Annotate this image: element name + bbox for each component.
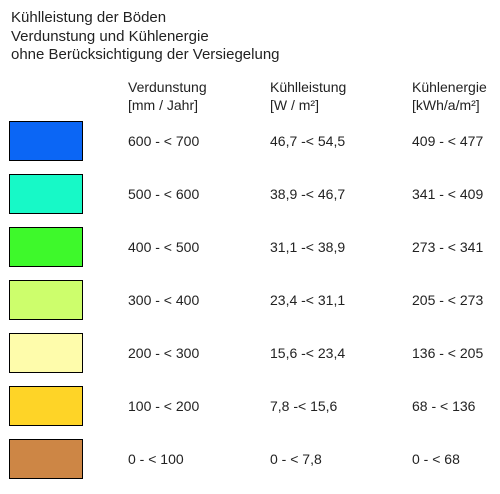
kuehlenergie-value: 68 - < 136: [412, 398, 476, 414]
column-header-kuehlleistung: Kühlleistung [W / m²]: [270, 78, 346, 114]
kuehlleistung-value: 31,1 -< 38,9: [270, 239, 346, 255]
legend-row-2: 500 - < 600 38,9 -< 46,7 341 - < 409: [0, 174, 500, 214]
column-header-kuehlenergie: Kühlenergie [kWh/a/m²]: [412, 78, 487, 114]
legend-row-3: 400 - < 500 31,1 -< 38,9 273 - < 341: [0, 227, 500, 267]
legend-row-6: 100 - < 200 7,8 -< 15,6 68 - < 136: [0, 386, 500, 426]
kuehlenergie-value: 136 - < 205: [412, 345, 484, 361]
verdunstung-value: 200 - < 300: [128, 345, 200, 361]
verdunstung-value: 400 - < 500: [128, 239, 200, 255]
legend-row-5: 200 - < 300 15,6 -< 23,4 136 - < 205: [0, 333, 500, 373]
verdunstung-value: 300 - < 400: [128, 292, 200, 308]
column-unit: [kWh/a/m²]: [412, 97, 480, 113]
kuehlenergie-value: 205 - < 273: [412, 292, 484, 308]
verdunstung-value: 0 - < 100: [128, 451, 184, 467]
title-line-1: Kühlleistung der Böden: [11, 9, 167, 26]
kuehlenergie-value: 273 - < 341: [412, 239, 484, 255]
color-swatch: [9, 386, 83, 426]
kuehlenergie-value: 409 - < 477: [412, 133, 484, 149]
kuehlleistung-value: 15,6 -< 23,4: [270, 345, 346, 361]
legend-row-1: 600 - < 700 46,7 -< 54,5 409 - < 477: [0, 121, 500, 161]
verdunstung-value: 100 - < 200: [128, 398, 200, 414]
legend-title: Kühlleistung der Böden Verdunstung und K…: [11, 9, 280, 65]
column-unit: [W / m²]: [270, 97, 319, 113]
color-swatch: [9, 121, 83, 161]
title-line-3: ohne Berücksichtigung der Versiegelung: [11, 46, 280, 63]
verdunstung-value: 500 - < 600: [128, 186, 200, 202]
column-unit: [mm / Jahr]: [128, 97, 199, 113]
kuehlleistung-value: 46,7 -< 54,5: [270, 133, 346, 149]
column-header-verdunstung: Verdunstung [mm / Jahr]: [128, 78, 207, 114]
color-swatch: [9, 333, 83, 373]
column-label: Kühlenergie: [412, 79, 487, 95]
kuehlenergie-value: 341 - < 409: [412, 186, 484, 202]
color-swatch: [9, 227, 83, 267]
kuehlleistung-value: 0 - < 7,8: [270, 451, 322, 467]
title-line-2: Verdunstung und Kühlenergie: [11, 27, 209, 45]
kuehlenergie-value: 0 - < 68: [412, 451, 460, 467]
column-label: Kühlleistung: [270, 79, 347, 95]
color-swatch: [9, 174, 83, 214]
color-swatch: [9, 439, 83, 479]
verdunstung-value: 600 - < 700: [128, 133, 200, 149]
legend-row-4: 300 - < 400 23,4 -< 31,1 205 - < 273: [0, 280, 500, 320]
kuehlleistung-value: 23,4 -< 31,1: [270, 292, 346, 308]
kuehlleistung-value: 7,8 -< 15,6: [270, 398, 338, 414]
column-label: Verdunstung: [128, 79, 207, 95]
color-swatch: [9, 280, 83, 320]
legend-row-7: 0 - < 100 0 - < 7,8 0 - < 68: [0, 439, 500, 479]
kuehlleistung-value: 38,9 -< 46,7: [270, 186, 346, 202]
